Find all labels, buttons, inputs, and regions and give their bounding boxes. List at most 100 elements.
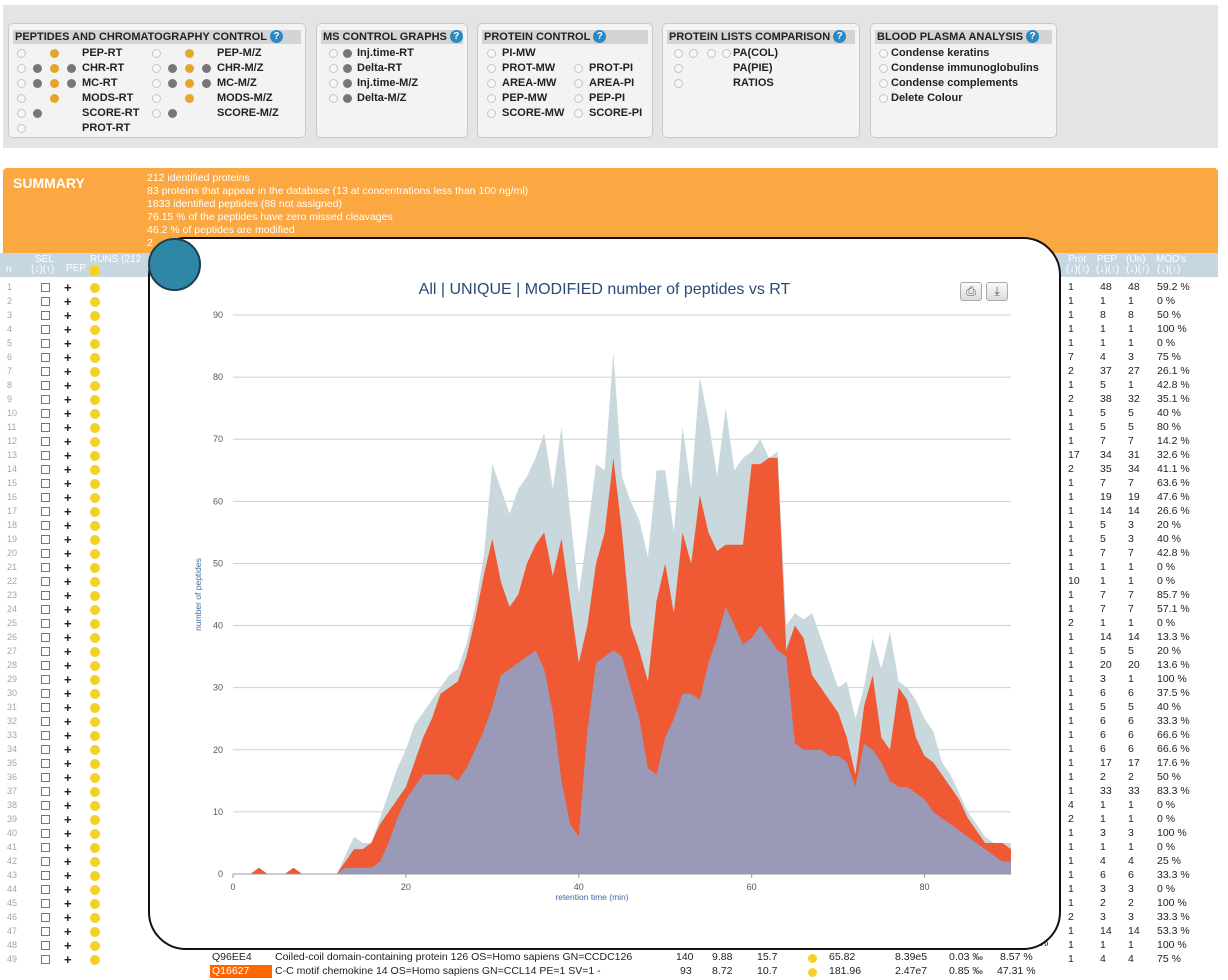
control-pa-col-[interactable]: PA(COL) bbox=[733, 47, 779, 59]
radio-toggle[interactable] bbox=[17, 64, 26, 73]
radio-toggle[interactable] bbox=[33, 64, 42, 73]
control-pep-mw[interactable]: PEP-MW bbox=[502, 92, 548, 104]
radio-toggle[interactable] bbox=[152, 109, 161, 118]
radio-toggle[interactable] bbox=[152, 64, 161, 73]
row-select-checkbox[interactable] bbox=[41, 493, 50, 502]
control-condense-complements[interactable]: Condense complements bbox=[891, 77, 1019, 89]
row-select-checkbox[interactable] bbox=[41, 563, 50, 572]
expand-plus-icon[interactable]: + bbox=[64, 644, 72, 659]
row-select-checkbox[interactable] bbox=[41, 297, 50, 306]
radio-toggle[interactable] bbox=[674, 79, 683, 88]
row-select-checkbox[interactable] bbox=[41, 339, 50, 348]
control-mods-m-z[interactable]: MODS-M/Z bbox=[217, 92, 273, 104]
radio-toggle[interactable] bbox=[50, 64, 59, 73]
row-select-checkbox[interactable] bbox=[41, 731, 50, 740]
control-prot-mw[interactable]: PROT-MW bbox=[502, 62, 556, 74]
row-select-checkbox[interactable] bbox=[41, 381, 50, 390]
radio-toggle[interactable] bbox=[343, 79, 352, 88]
control-mc-rt[interactable]: MC-RT bbox=[82, 77, 118, 89]
print-icon[interactable]: ⎙ bbox=[960, 282, 982, 301]
expand-plus-icon[interactable]: + bbox=[64, 504, 72, 519]
radio-toggle[interactable] bbox=[343, 49, 352, 58]
radio-toggle[interactable] bbox=[50, 49, 59, 58]
radio-toggle[interactable] bbox=[67, 64, 76, 73]
accession-highlighted[interactable]: Q16627 bbox=[210, 965, 272, 978]
radio-toggle[interactable] bbox=[343, 64, 352, 73]
expand-plus-icon[interactable]: + bbox=[64, 812, 72, 827]
control-score-rt[interactable]: SCORE-RT bbox=[82, 107, 140, 119]
control-inj-time-m-z[interactable]: Inj.time-M/Z bbox=[357, 77, 419, 89]
radio-toggle[interactable] bbox=[17, 49, 26, 58]
expand-plus-icon[interactable]: + bbox=[64, 952, 72, 967]
row-select-checkbox[interactable] bbox=[41, 913, 50, 922]
row-select-checkbox[interactable] bbox=[41, 801, 50, 810]
radio-toggle[interactable] bbox=[329, 79, 338, 88]
expand-plus-icon[interactable]: + bbox=[64, 882, 72, 897]
radio-toggle[interactable] bbox=[879, 94, 888, 103]
radio-toggle[interactable] bbox=[574, 109, 583, 118]
control-delete-colour[interactable]: Delete Colour bbox=[891, 92, 963, 104]
row-select-checkbox[interactable] bbox=[41, 745, 50, 754]
expand-plus-icon[interactable]: + bbox=[64, 602, 72, 617]
sort-control[interactable]: (↓)(↑) bbox=[1157, 264, 1181, 275]
expand-plus-icon[interactable]: + bbox=[64, 280, 72, 295]
row-select-checkbox[interactable] bbox=[41, 647, 50, 656]
expand-plus-icon[interactable]: + bbox=[64, 546, 72, 561]
row-select-checkbox[interactable] bbox=[41, 927, 50, 936]
row-select-checkbox[interactable] bbox=[41, 591, 50, 600]
radio-toggle[interactable] bbox=[879, 79, 888, 88]
radio-toggle[interactable] bbox=[33, 109, 42, 118]
row-select-checkbox[interactable] bbox=[41, 507, 50, 516]
expand-plus-icon[interactable]: + bbox=[64, 854, 72, 869]
control-delta-m-z[interactable]: Delta-M/Z bbox=[357, 92, 407, 104]
expand-plus-icon[interactable]: + bbox=[64, 294, 72, 309]
row-select-checkbox[interactable] bbox=[41, 955, 50, 964]
expand-plus-icon[interactable]: + bbox=[64, 364, 72, 379]
radio-toggle[interactable] bbox=[152, 79, 161, 88]
radio-toggle[interactable] bbox=[487, 64, 496, 73]
expand-plus-icon[interactable]: + bbox=[64, 756, 72, 771]
control-pep-m-z[interactable]: PEP-M/Z bbox=[217, 47, 262, 59]
expand-plus-icon[interactable]: + bbox=[64, 910, 72, 925]
control-inj-time-rt[interactable]: Inj.time-RT bbox=[357, 47, 414, 59]
expand-plus-icon[interactable]: + bbox=[64, 784, 72, 799]
close-bubble-button[interactable] bbox=[148, 238, 201, 291]
expand-plus-icon[interactable]: + bbox=[64, 476, 72, 491]
row-select-checkbox[interactable] bbox=[41, 437, 50, 446]
radio-toggle[interactable] bbox=[152, 94, 161, 103]
radio-toggle[interactable] bbox=[50, 79, 59, 88]
expand-plus-icon[interactable]: + bbox=[64, 518, 72, 533]
radio-toggle[interactable] bbox=[674, 49, 683, 58]
row-select-checkbox[interactable] bbox=[41, 759, 50, 768]
expand-plus-icon[interactable]: + bbox=[64, 532, 72, 547]
control-pep-rt[interactable]: PEP-RT bbox=[82, 47, 123, 59]
expand-plus-icon[interactable]: + bbox=[64, 462, 72, 477]
control-pi-mw[interactable]: PI-MW bbox=[502, 47, 536, 59]
row-select-checkbox[interactable] bbox=[41, 717, 50, 726]
row-select-checkbox[interactable] bbox=[41, 941, 50, 950]
expand-plus-icon[interactable]: + bbox=[64, 434, 72, 449]
expand-plus-icon[interactable]: + bbox=[64, 924, 72, 939]
radio-toggle[interactable] bbox=[17, 94, 26, 103]
radio-toggle[interactable] bbox=[17, 79, 26, 88]
control-mods-rt[interactable]: MODS-RT bbox=[82, 92, 134, 104]
radio-toggle[interactable] bbox=[168, 79, 177, 88]
row-select-checkbox[interactable] bbox=[41, 311, 50, 320]
control-pa-pie-[interactable]: PA(PIE) bbox=[733, 62, 773, 74]
radio-toggle[interactable] bbox=[722, 49, 731, 58]
row-select-checkbox[interactable] bbox=[41, 549, 50, 558]
expand-plus-icon[interactable]: + bbox=[64, 728, 72, 743]
control-mc-m-z[interactable]: MC-M/Z bbox=[217, 77, 257, 89]
expand-plus-icon[interactable]: + bbox=[64, 378, 72, 393]
row-select-checkbox[interactable] bbox=[41, 871, 50, 880]
row-select-checkbox[interactable] bbox=[41, 689, 50, 698]
sort-control[interactable]: (↓)(↑) bbox=[1096, 264, 1120, 275]
expand-plus-icon[interactable]: + bbox=[64, 770, 72, 785]
radio-toggle[interactable] bbox=[487, 49, 496, 58]
row-select-checkbox[interactable] bbox=[41, 367, 50, 376]
help-icon[interactable]: ? bbox=[1026, 30, 1040, 43]
expand-plus-icon[interactable]: + bbox=[64, 322, 72, 337]
row-select-checkbox[interactable] bbox=[41, 423, 50, 432]
expand-plus-icon[interactable]: + bbox=[64, 798, 72, 813]
expand-plus-icon[interactable]: + bbox=[64, 826, 72, 841]
